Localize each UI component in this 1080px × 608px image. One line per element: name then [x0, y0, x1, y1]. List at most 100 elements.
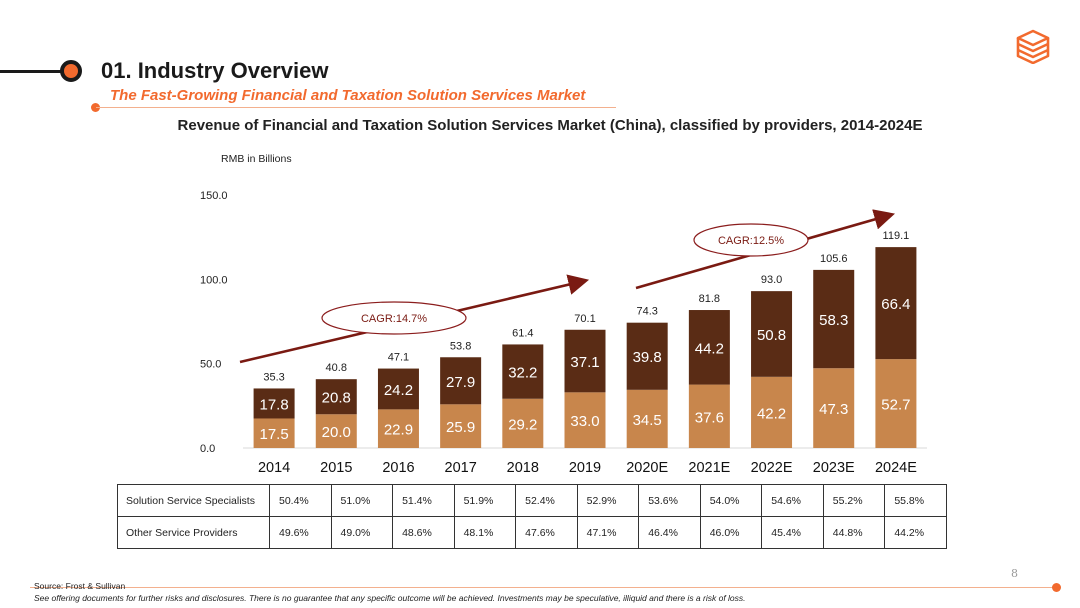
table-cell: 53.6% — [638, 484, 701, 517]
bar-segment-other — [502, 344, 544, 399]
footer-bullet-icon — [1052, 583, 1061, 592]
table-cell: 46.4% — [638, 516, 701, 549]
bar-total-label: 81.8 — [699, 293, 720, 305]
x-tick-label: 2023E — [813, 460, 855, 476]
unit-label: RMB in Billions — [221, 153, 292, 165]
table-cell: 51.0% — [330, 484, 394, 517]
y-tick-label: 0.0 — [200, 443, 215, 455]
share-table: Solution Service Specialists 50.4% 51.0% 51… — [117, 484, 947, 549]
table-cell: 54.6% — [761, 484, 824, 517]
page-subtitle: The Fast-Growing Financial and Taxation … — [110, 87, 586, 104]
bar-total-label: 61.4 — [512, 327, 533, 339]
bar-value-label-specialists: 22.9 — [384, 422, 413, 439]
bar-value-label-other: 17.8 — [259, 396, 288, 413]
bar-segment-other — [564, 329, 606, 393]
disclaimer: See offering documents for further risks… — [34, 593, 746, 603]
bar-value-label-specialists: 37.6 — [695, 409, 724, 426]
x-tick-label: 2015 — [320, 460, 352, 476]
bar-value-label-other: 44.2 — [695, 340, 724, 357]
bar-total-label: 70.1 — [574, 313, 595, 325]
bar-value-label-other: 66.4 — [881, 296, 910, 313]
footer-rule — [30, 587, 1055, 588]
table-cell: 46.0% — [699, 516, 763, 549]
bar-segment-other — [751, 291, 793, 377]
bar-segment-specialists — [315, 414, 357, 448]
cagr-label: CAGR:14.7% — [361, 313, 427, 325]
table-cell: 51.9% — [453, 484, 517, 517]
bar-segment-other — [626, 322, 668, 390]
bar-total-label: 47.1 — [388, 352, 409, 364]
table-row-label: Other Service Providers — [117, 516, 270, 549]
bar-total-label: 93.0 — [761, 274, 782, 286]
bar-total-label: 53.8 — [450, 340, 471, 352]
bar-segment-other — [813, 269, 855, 369]
table-cell: 45.4% — [761, 516, 824, 549]
table-cell: 47.1% — [576, 516, 640, 549]
cagr-label: CAGR:12.5% — [718, 235, 784, 247]
bar-value-label-other: 24.2 — [384, 382, 413, 399]
bar-value-label-specialists: 17.5 — [259, 426, 288, 443]
table-row: Other Service Providers 49.6% 49.0% 48.6% 48… — [117, 516, 947, 549]
bar-segment-other — [315, 379, 357, 415]
bar-segment-other — [253, 388, 295, 419]
x-tick-label: 2019 — [569, 460, 601, 476]
bar-segment-specialists — [751, 376, 793, 448]
bar-value-label-specialists: 33.0 — [570, 413, 599, 430]
bar-segment-specialists — [564, 392, 606, 448]
bar-value-label-other: 58.3 — [819, 312, 848, 329]
bar-value-label-specialists: 47.3 — [819, 401, 848, 418]
x-tick-label: 2020E — [626, 460, 668, 476]
page-title: 01. Industry Overview — [101, 58, 329, 83]
bar-segment-specialists — [626, 389, 668, 448]
title-bullet-icon — [60, 60, 82, 82]
header-rule — [0, 70, 64, 73]
cagr-ellipse — [321, 301, 467, 335]
table-cell: 48.6% — [392, 516, 455, 549]
bar-value-label-specialists: 20.0 — [322, 424, 351, 441]
bar-value-label-other: 50.8 — [757, 327, 786, 344]
x-tick-label: 2016 — [382, 460, 414, 476]
stacked-bar-chart: 0.0 50.0 100.0 150.0 17.5 17.8 35.3 2014 20.0 20.… — [200, 190, 927, 476]
table-cell: 49.6% — [269, 516, 332, 549]
bar-segment-specialists — [253, 418, 295, 448]
x-tick-label: 2021E — [688, 460, 730, 476]
table-cell: 52.9% — [576, 484, 640, 517]
page-number: 8 — [1011, 567, 1018, 580]
cagr-ellipse — [693, 223, 809, 257]
bar-segment-other — [688, 310, 730, 385]
bar-segment-specialists — [440, 404, 482, 448]
x-tick-label: 2024E — [875, 460, 917, 476]
stacked-layers-logo-icon — [1016, 29, 1050, 64]
bar-segment-other — [377, 368, 419, 410]
bar-value-label-other: 27.9 — [446, 374, 475, 391]
bar-value-label-other: 37.1 — [570, 354, 599, 371]
table-cell: 48.1% — [453, 516, 517, 549]
table-cell: 55.8% — [884, 484, 947, 517]
x-tick-label: 2018 — [507, 460, 539, 476]
bar-value-label-specialists: 25.9 — [446, 419, 475, 436]
x-tick-label: 2022E — [751, 460, 793, 476]
x-tick-label: 2014 — [258, 460, 290, 476]
bar-total-label: 105.6 — [820, 253, 848, 265]
bar-segment-other — [440, 357, 482, 405]
bar-value-label-specialists: 52.7 — [881, 397, 910, 414]
table-cell: 44.2% — [884, 516, 947, 549]
subtitle-bullet-icon — [91, 103, 100, 112]
y-tick-label: 150.0 — [200, 190, 228, 202]
y-tick-label: 100.0 — [200, 274, 228, 286]
table-cell: 44.8% — [822, 516, 886, 549]
table-cell: 47.6% — [515, 516, 578, 549]
table-cell: 55.2% — [822, 484, 886, 517]
bar-value-label-specialists: 34.5 — [633, 412, 662, 429]
bar-segment-specialists — [377, 409, 419, 448]
bar-value-label-specialists: 29.2 — [508, 416, 537, 433]
table-row: Solution Service Specialists 50.4% 51.0% 51… — [117, 484, 947, 517]
bar-total-label: 40.8 — [326, 362, 347, 374]
table-cell: 54.0% — [699, 484, 763, 517]
bar-segment-specialists — [688, 384, 730, 448]
subtitle-underline — [96, 107, 616, 108]
chart-title: Revenue of Financial and Taxation Soluti… — [177, 117, 923, 134]
table-row-label: Solution Service Specialists — [117, 484, 270, 517]
bar-segment-other — [875, 247, 917, 360]
x-tick-label: 2017 — [445, 460, 477, 476]
